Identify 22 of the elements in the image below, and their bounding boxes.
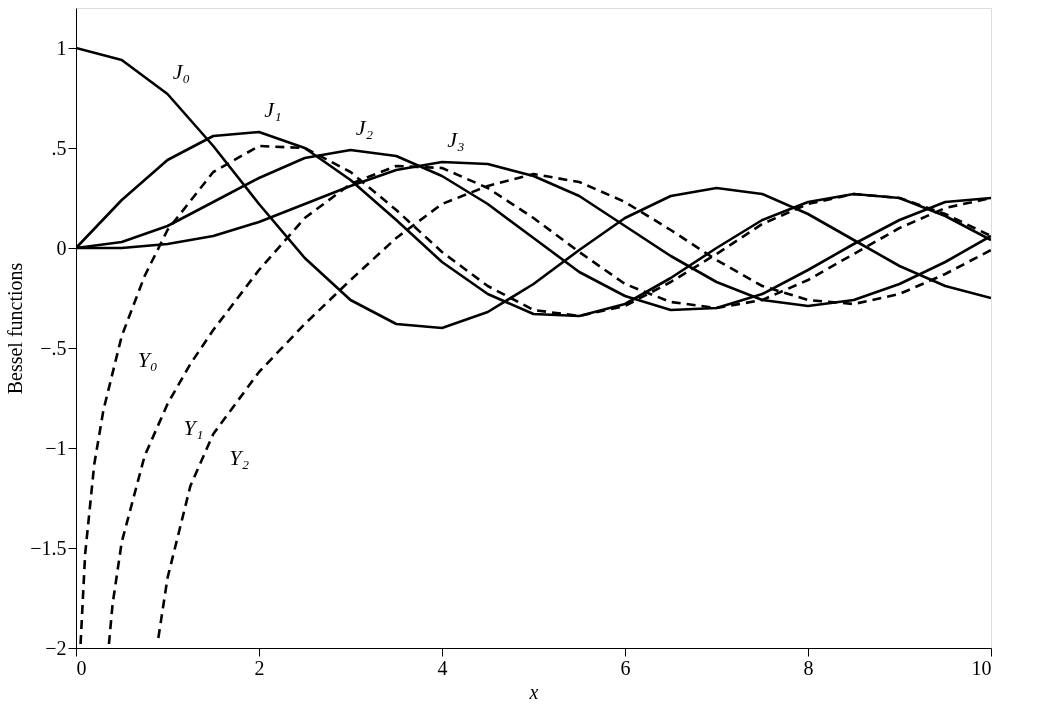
annotation: J₂ [355,115,374,140]
x-tick-label: 0 [76,656,87,679]
x-tick-label: 6 [620,656,631,679]
y-tick-label: −1.5 [30,536,67,559]
x-axis-title: x [528,680,539,703]
x-tick-label: 10 [971,656,992,679]
x-tick-label: 8 [803,656,814,679]
y-tick-label: .5 [51,136,67,159]
annotation: J₀ [172,59,191,84]
x-tick-label: 4 [437,656,448,679]
annotation: Y₂ [229,445,250,470]
annotation: J₁ [264,97,282,122]
y-tick-label: −2 [45,636,67,659]
annotation: Y₀ [137,347,158,372]
y-tick-label: 1 [56,36,67,59]
y-tick-label: −1 [45,436,67,459]
annotation: Y₁ [183,415,204,440]
x-tick-label: 2 [254,656,265,679]
y-axis-title: Bessel functions [4,262,27,395]
y-tick-label: 0 [56,236,67,259]
y-tick-label: −.5 [40,336,67,359]
annotation: J₃ [447,127,465,152]
